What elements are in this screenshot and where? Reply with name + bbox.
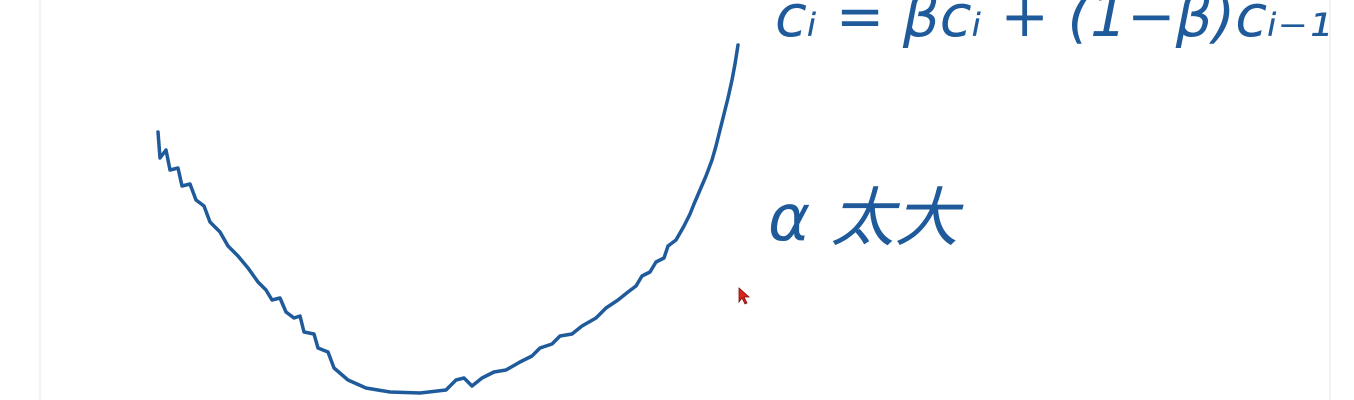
note: α 太大	[768, 182, 965, 256]
mouse-cursor	[738, 287, 751, 305]
formula: cᵢ = βcᵢ + (1−β)cᵢ₋₁	[775, 0, 1331, 50]
loss-curve-sketch	[156, 43, 740, 395]
